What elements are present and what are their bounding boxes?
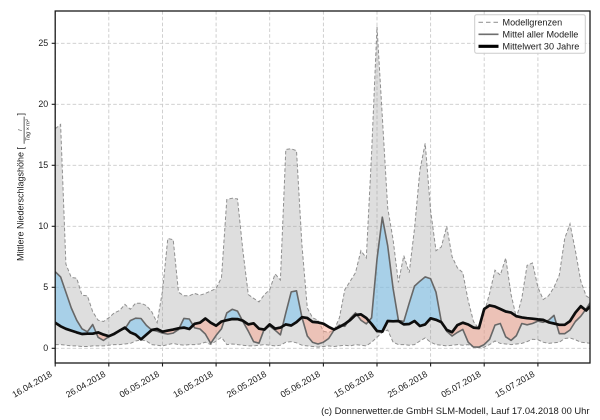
svg-text:Mittelwert 30 Jahre: Mittelwert 30 Jahre <box>503 41 580 51</box>
svg-text:10: 10 <box>38 221 48 231</box>
svg-text:Mittlere Niederschlagshöhe [: Mittlere Niederschlagshöhe [ <box>16 146 26 261</box>
svg-text:15: 15 <box>38 160 48 170</box>
svg-text:(c) Donnerwetter.de GmbH SLM-M: (c) Donnerwetter.de GmbH SLM-Modell, Lau… <box>321 405 589 416</box>
svg-text:25: 25 <box>38 38 48 48</box>
svg-text:Mittel aller Modelle: Mittel aller Modelle <box>503 29 579 39</box>
svg-text:l: l <box>18 129 24 131</box>
svg-text:Tag × m²: Tag × m² <box>25 118 31 141</box>
svg-text:5: 5 <box>43 282 48 292</box>
svg-text:0: 0 <box>43 343 48 353</box>
svg-text:20: 20 <box>38 99 48 109</box>
svg-text:Modellgrenzen: Modellgrenzen <box>503 17 563 27</box>
svg-text:]: ] <box>16 113 26 116</box>
